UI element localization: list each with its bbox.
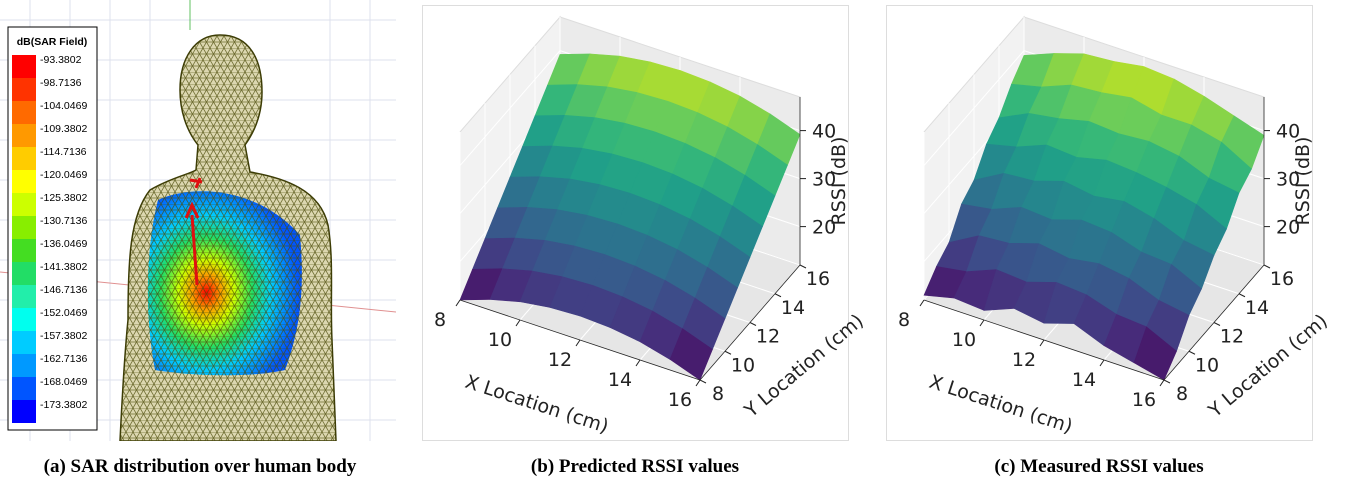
y-tick-label: 8 (712, 383, 724, 405)
colorbar-label: -136.0469 (40, 238, 87, 250)
z-tick-label: 30 (1276, 169, 1300, 191)
tick-mark (635, 359, 641, 367)
colorbar-label: -109.3802 (40, 123, 87, 135)
tick-mark (1163, 379, 1171, 384)
colorbar-swatch (12, 354, 36, 377)
colorbar-title: dB(SAR Field) (17, 36, 88, 48)
z-axis-label: RSSI (dB) (828, 137, 850, 226)
z-tick-label: 40 (1276, 121, 1300, 143)
y-tick-label: 14 (1245, 297, 1269, 319)
z-tick-label: 30 (812, 169, 836, 191)
tick-mark (699, 379, 707, 384)
colorbar-label: -168.0469 (40, 376, 87, 388)
tick-mark (1099, 359, 1105, 367)
panel-frame (886, 5, 1313, 441)
x-tick-label: 10 (488, 329, 512, 351)
x-tick-label: 16 (1132, 389, 1156, 411)
body-render (0, 0, 396, 441)
x-tick-label: 8 (434, 309, 446, 331)
colorbar-swatch (12, 308, 36, 331)
x-tick-label: 14 (608, 369, 632, 391)
x-tick-label: 10 (952, 329, 976, 351)
antenna-arrow (184, 177, 203, 286)
x-tick-label: 8 (898, 309, 910, 331)
y-tick-label: 8 (1176, 383, 1188, 405)
colorbar-swatch (12, 216, 36, 239)
panel-frame (422, 5, 849, 441)
grid-line (923, 50, 1025, 166)
colorbar-label: -93.3802 (40, 54, 82, 66)
caption: (b) Predicted RSSI values (531, 456, 739, 477)
colorbar-swatch (12, 285, 36, 308)
colorbar-label: -141.3802 (40, 261, 87, 273)
tick-mark (1039, 339, 1045, 347)
surface-cell (1133, 326, 1177, 381)
y-tick-label: 10 (731, 354, 755, 376)
tick-mark (979, 319, 985, 327)
x-axis-label: X Location (cm) (926, 371, 1075, 438)
tick-mark (774, 293, 782, 298)
colorbar-swatch (12, 170, 36, 193)
x-tick-label: 12 (1012, 349, 1036, 371)
caption: (a) SAR distribution over human body (44, 456, 357, 477)
colorbar-swatch (12, 377, 36, 400)
colorbar-swatch (12, 101, 36, 124)
z-tick-label: 40 (812, 121, 836, 143)
colorbar-label: -104.0469 (40, 100, 87, 112)
colorbar-label: -125.3802 (40, 192, 87, 204)
x-tick-label: 14 (1072, 369, 1096, 391)
colorbar-swatch (12, 124, 36, 147)
tick-mark (919, 299, 925, 307)
x-axis-label: X Location (cm) (462, 371, 611, 438)
z-axis-label: RSSI (dB) (1292, 137, 1314, 226)
y-tick-label: 12 (756, 326, 780, 348)
tick-mark (1263, 264, 1271, 269)
tick-mark (724, 350, 732, 355)
tick-mark (799, 264, 807, 269)
colorbar-swatch (12, 147, 36, 170)
tick-mark (749, 322, 757, 326)
tick-mark (695, 379, 701, 387)
tick-mark (1159, 379, 1165, 387)
colorbar-label: -152.0469 (40, 307, 87, 319)
y-tick-label: 16 (1270, 268, 1294, 290)
colorbar-swatch (12, 262, 36, 285)
x-tick-label: 16 (668, 389, 692, 411)
tick-mark (455, 299, 461, 307)
y-tick-label: 14 (781, 297, 805, 319)
colorbar-swatch (12, 193, 36, 216)
colorbar-swatch (12, 400, 36, 423)
tick-mark (1238, 293, 1246, 298)
colorbar-label: -130.7136 (40, 215, 87, 227)
colorbar-label: -173.3802 (40, 399, 87, 411)
colorbar-label: -114.7136 (40, 146, 87, 158)
colorbar-swatch (12, 239, 36, 262)
colorbar-label: -157.3802 (40, 330, 87, 342)
tick-mark (515, 319, 521, 327)
body-mesh (120, 35, 336, 441)
tick-mark (575, 339, 581, 347)
colorbar-label: -146.7136 (40, 284, 87, 296)
y-tick-label: 16 (806, 268, 830, 290)
colorbar-label: -162.7136 (40, 353, 87, 365)
x-tick-label: 12 (548, 349, 572, 371)
z-tick-label: 20 (1276, 217, 1300, 239)
colorbar-swatch (12, 331, 36, 354)
colorbar-label: -120.0469 (40, 169, 87, 181)
y-tick-label: 10 (1195, 354, 1219, 376)
grid-line (459, 50, 561, 166)
colorbar-swatch (12, 55, 36, 78)
tick-mark (1188, 350, 1196, 355)
surface-cell (669, 328, 713, 381)
tick-mark (1213, 322, 1221, 326)
caption: (c) Measured RSSI values (994, 456, 1203, 477)
z-tick-label: 20 (812, 217, 836, 239)
colorbar-swatch (12, 78, 36, 101)
y-tick-label: 12 (1220, 326, 1244, 348)
colorbar-label: -98.7136 (40, 77, 82, 89)
